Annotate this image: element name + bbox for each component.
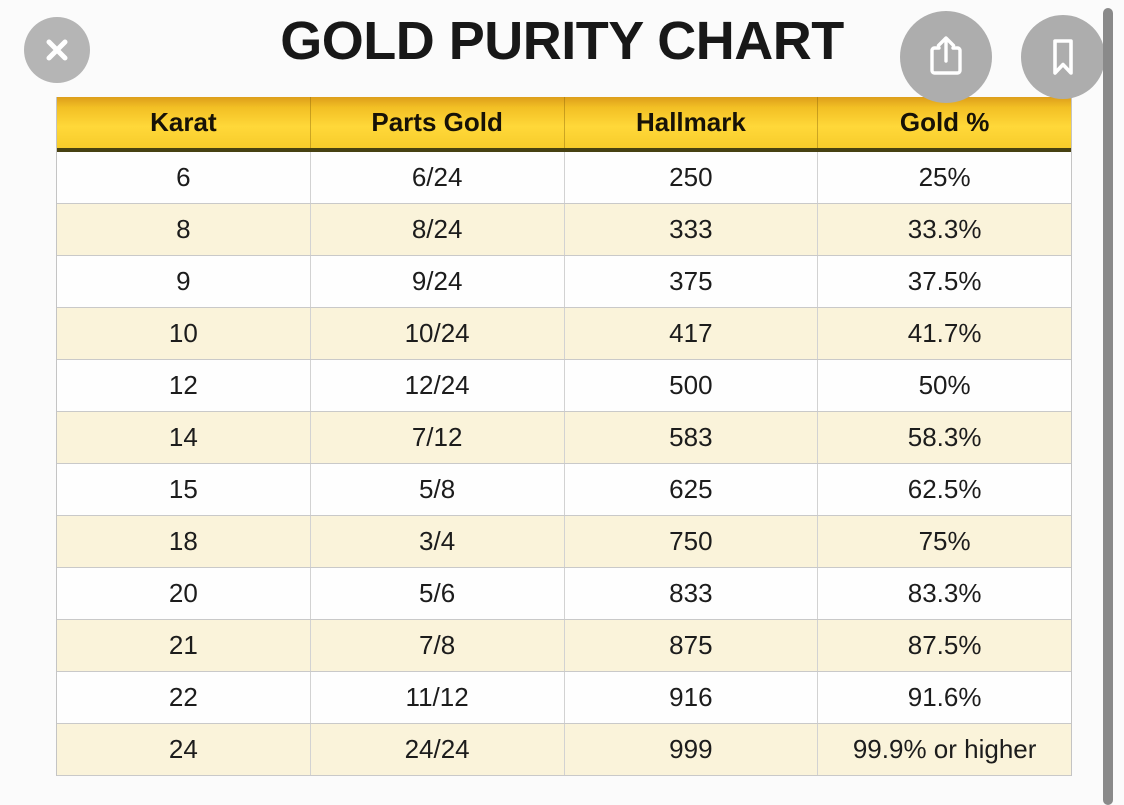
cell-parts-gold: 6/24 <box>309 152 564 203</box>
cell-gold-percent: 83.3% <box>817 568 1071 619</box>
cell-parts-gold: 5/6 <box>309 568 564 619</box>
cell-parts-gold: 12/24 <box>309 360 564 411</box>
cell-gold-percent: 25% <box>817 152 1071 203</box>
cell-hallmark: 625 <box>563 464 818 515</box>
cell-karat: 12 <box>168 370 198 400</box>
cell-gold-percent: 99.9% or higher <box>817 724 1071 775</box>
table-row: 15 5/8 625 62.5% <box>57 464 1071 516</box>
cell-hallmark: 916 <box>563 672 818 723</box>
table-body: 6 6/24 250 25% 8 8/24 333 33.3% 9 9/24 3… <box>57 152 1071 776</box>
cell-gold-percent: 50% <box>817 360 1071 411</box>
close-button[interactable] <box>24 17 90 83</box>
share-button[interactable] <box>900 11 992 103</box>
table-row: 10 10/24 417 41.7% <box>57 308 1071 360</box>
cell-karat: 24 <box>168 734 198 764</box>
table-row: 20 5/6 833 83.3% <box>57 568 1071 620</box>
bookmark-icon <box>1039 33 1087 81</box>
cell-parts-gold: 9/24 <box>309 256 564 307</box>
table-row: 12 12/24 500 50% <box>57 360 1071 412</box>
cell-parts-gold: 3/4 <box>309 516 564 567</box>
close-icon <box>39 32 75 68</box>
cell-parts-gold: 8/24 <box>309 204 564 255</box>
table-header-row: Karat Parts Gold Hallmark Gold % <box>57 97 1071 152</box>
cell-hallmark: 875 <box>563 620 818 671</box>
header-cell-karat: Karat <box>150 107 217 137</box>
cell-hallmark: 500 <box>563 360 818 411</box>
cell-gold-percent: 58.3% <box>817 412 1071 463</box>
bookmark-button[interactable] <box>1021 15 1105 99</box>
cell-karat: 8 <box>176 214 191 244</box>
table-row: 24 24/24 999 99.9% or higher <box>57 724 1071 776</box>
cell-karat: 6 <box>176 162 191 192</box>
header-cell-gold-percent: Gold % <box>817 97 1071 148</box>
cell-karat: 20 <box>168 578 198 608</box>
cell-karat: 10 <box>168 318 198 348</box>
table-row: 14 7/12 583 58.3% <box>57 412 1071 464</box>
cell-karat: 22 <box>168 682 198 712</box>
cell-hallmark: 417 <box>563 308 818 359</box>
cell-hallmark: 750 <box>563 516 818 567</box>
cell-parts-gold: 10/24 <box>309 308 564 359</box>
cell-hallmark: 833 <box>563 568 818 619</box>
table-row: 22 11/12 916 91.6% <box>57 672 1071 724</box>
header-cell-hallmark: Hallmark <box>563 97 818 148</box>
cell-parts-gold: 7/12 <box>309 412 564 463</box>
cell-gold-percent: 33.3% <box>817 204 1071 255</box>
gold-purity-table: Karat Parts Gold Hallmark Gold % 6 6/24 … <box>56 97 1072 776</box>
share-icon <box>921 32 971 82</box>
cell-parts-gold: 7/8 <box>309 620 564 671</box>
cell-hallmark: 375 <box>563 256 818 307</box>
cell-karat: 9 <box>176 266 191 296</box>
scrollbar-thumb[interactable] <box>1103 8 1113 805</box>
cell-gold-percent: 41.7% <box>817 308 1071 359</box>
table-row: 21 7/8 875 87.5% <box>57 620 1071 672</box>
page-title: GOLD PURITY CHART <box>280 11 844 71</box>
table-row: 6 6/24 250 25% <box>57 152 1071 204</box>
cell-parts-gold: 24/24 <box>309 724 564 775</box>
cell-karat: 14 <box>168 422 198 452</box>
cell-hallmark: 999 <box>563 724 818 775</box>
cell-gold-percent: 91.6% <box>817 672 1071 723</box>
cell-hallmark: 583 <box>563 412 818 463</box>
cell-parts-gold: 11/12 <box>309 672 564 723</box>
table-row: 8 8/24 333 33.3% <box>57 204 1071 256</box>
cell-gold-percent: 62.5% <box>817 464 1071 515</box>
cell-karat: 21 <box>168 630 198 660</box>
cell-gold-percent: 37.5% <box>817 256 1071 307</box>
cell-gold-percent: 75% <box>817 516 1071 567</box>
cell-hallmark: 250 <box>563 152 818 203</box>
cell-gold-percent: 87.5% <box>817 620 1071 671</box>
table-row: 9 9/24 375 37.5% <box>57 256 1071 308</box>
table-row: 18 3/4 750 75% <box>57 516 1071 568</box>
cell-hallmark: 333 <box>563 204 818 255</box>
cell-karat: 18 <box>168 526 198 556</box>
cell-karat: 15 <box>168 474 198 504</box>
header-cell-parts-gold: Parts Gold <box>309 97 564 148</box>
cell-parts-gold: 5/8 <box>309 464 564 515</box>
